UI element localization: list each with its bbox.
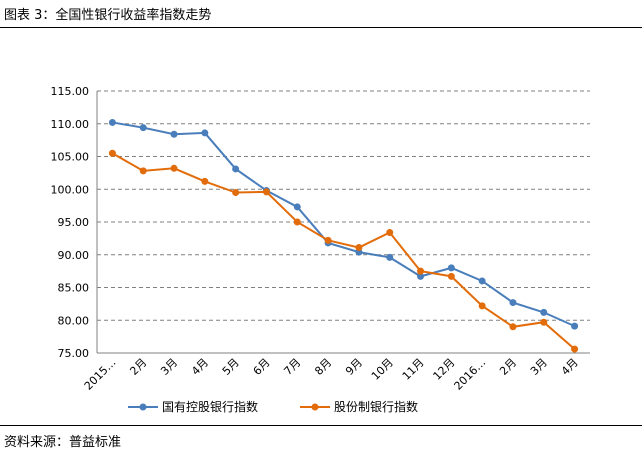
data-point (540, 318, 548, 326)
data-point (417, 267, 425, 275)
data-point (262, 188, 270, 196)
data-point (324, 236, 332, 244)
data-point (571, 345, 579, 353)
data-point (478, 302, 486, 310)
x-tick-label: 3月 (158, 356, 180, 378)
x-tick-label: 8月 (312, 356, 334, 378)
y-tick-label: 115.00 (51, 85, 90, 98)
x-tick-label: 7月 (281, 356, 303, 378)
data-point (478, 277, 486, 285)
y-tick-label: 100.00 (51, 183, 90, 196)
y-tick-label: 95.00 (58, 216, 90, 229)
x-tick-label: 2015… (82, 356, 119, 393)
data-point (355, 244, 363, 252)
legend-marker (139, 403, 147, 411)
data-point (108, 118, 116, 126)
y-tick-label: 110.00 (51, 118, 90, 131)
data-point (293, 218, 301, 226)
data-point (108, 149, 116, 157)
source-note: 资料来源：普益标准 (4, 435, 122, 450)
data-point (571, 322, 579, 330)
y-tick-label: 90.00 (58, 249, 90, 262)
legend-label: 国有控股银行指数 (162, 399, 258, 414)
x-tick-label: 3月 (528, 356, 550, 378)
series-line (111, 152, 576, 350)
data-point (417, 272, 425, 280)
y-tick-label: 80.00 (58, 314, 90, 327)
y-tick-label: 85.00 (58, 282, 90, 295)
data-point (201, 129, 209, 137)
x-tick-label: 2月 (127, 356, 149, 378)
data-point (293, 203, 301, 211)
x-tick-label: 11月 (400, 356, 427, 383)
data-point (447, 264, 455, 272)
data-point (447, 272, 455, 280)
legend-marker (311, 403, 319, 411)
bottom-rule (0, 425, 642, 426)
data-point (232, 165, 240, 173)
x-tick-label: 4月 (559, 356, 581, 378)
x-tick-label: 6月 (251, 356, 273, 378)
series-line (112, 121, 576, 328)
data-point (509, 299, 517, 307)
legend-label: 股份制银行指数 (334, 399, 418, 414)
top-rule (0, 27, 642, 28)
x-tick-label: 9月 (343, 356, 365, 378)
y-tick-label: 75.00 (58, 347, 90, 360)
data-point (540, 308, 548, 316)
y-tick-label: 105.00 (51, 151, 90, 164)
data-point (139, 124, 147, 132)
data-point (139, 167, 147, 175)
x-tick-label: 2月 (497, 356, 519, 378)
data-point (201, 177, 209, 185)
x-tick-label: 12月 (431, 356, 458, 383)
x-tick-label: 5月 (220, 356, 242, 378)
data-point (386, 228, 394, 236)
x-tick-label: 10月 (369, 356, 396, 383)
data-point (170, 164, 178, 172)
figure-title: 图表 3：全国性银行收益率指数走势 (4, 8, 212, 23)
data-point (509, 323, 517, 331)
data-point (232, 189, 240, 197)
data-point (170, 130, 178, 138)
data-point (386, 253, 394, 261)
x-tick-label: 2016… (452, 356, 489, 393)
x-tick-label: 4月 (189, 356, 211, 378)
